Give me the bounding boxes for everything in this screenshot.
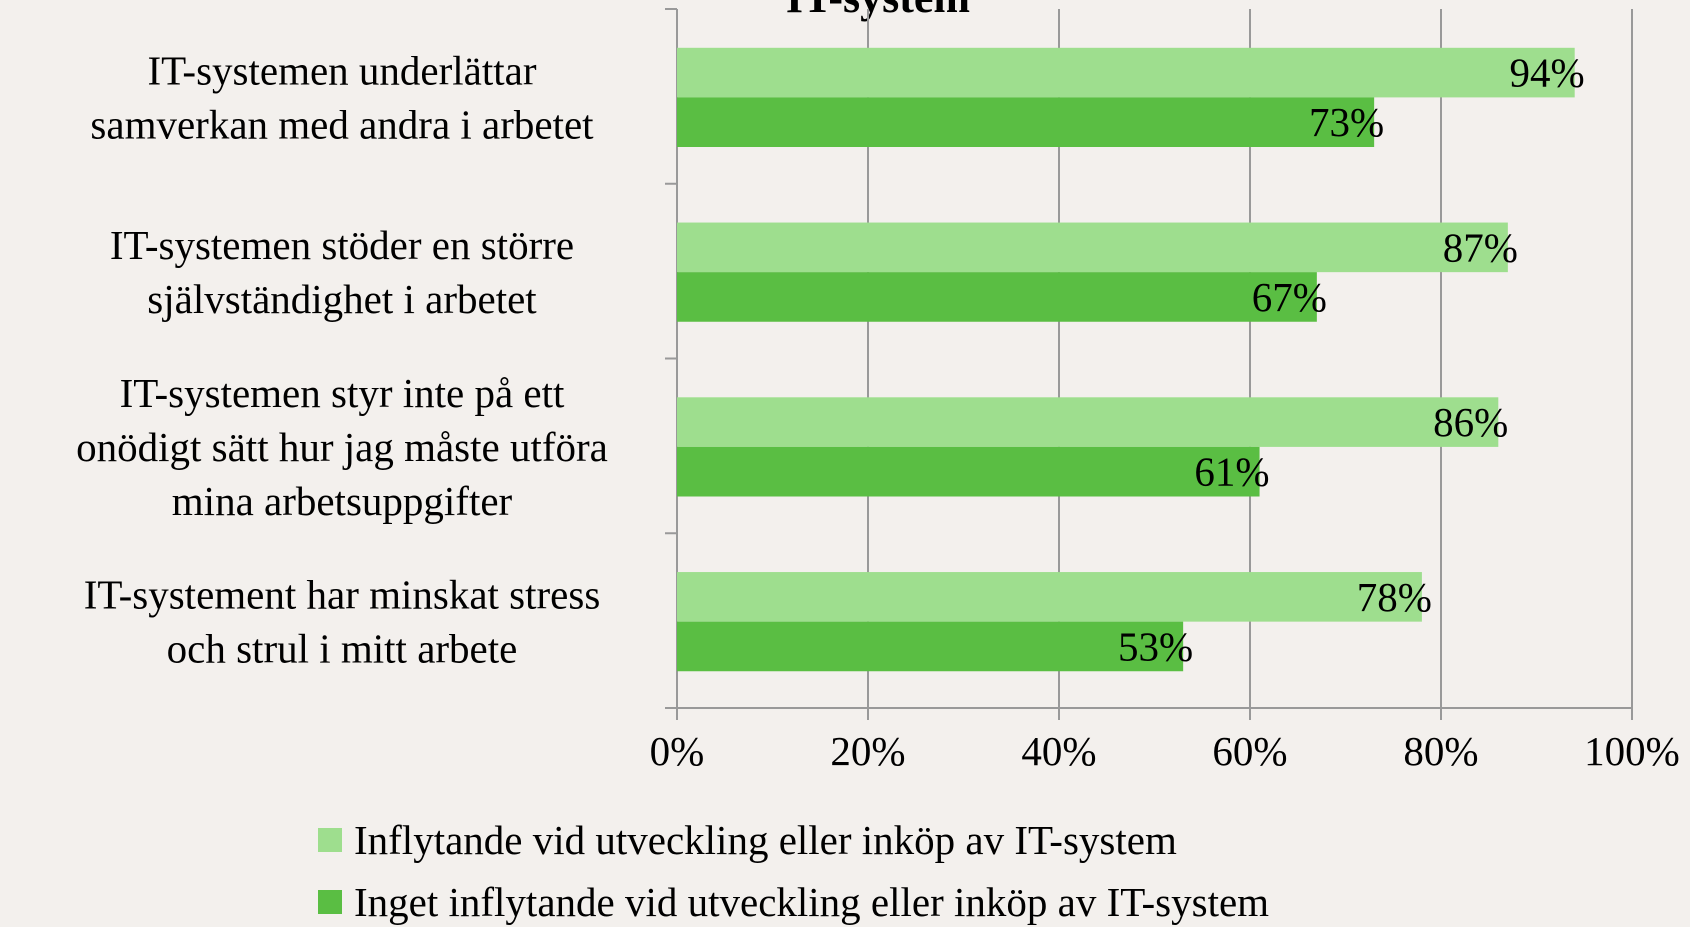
y-tick-label: självständighet i arbetet [147, 276, 537, 322]
chart-title: IT-system [786, 0, 970, 22]
bar [677, 47, 1575, 98]
legend-label: Inget inflytande vid utveckling eller in… [354, 879, 1269, 925]
x-tick-label: 0% [650, 728, 705, 774]
bar [677, 272, 1317, 322]
y-tick-label: mina arbetsuppgifter [172, 478, 513, 524]
data-label: 87% [1443, 224, 1518, 270]
legend-label: Inflytande vid utveckling eller inköp av… [354, 817, 1177, 863]
data-label: 73% [1309, 99, 1384, 145]
y-tick-label: och strul i mitt arbete [167, 626, 518, 672]
x-tick-label: 80% [1403, 728, 1478, 774]
data-label: 61% [1194, 449, 1269, 495]
bar [677, 621, 1184, 672]
legend-swatch [318, 890, 342, 914]
y-tick-label: IT-systemen underlättar [148, 47, 537, 93]
bar [677, 397, 1499, 447]
bar [677, 97, 1375, 147]
y-tick-label: IT-systemen styr inte på ett [120, 370, 565, 416]
x-tick-label: 60% [1212, 728, 1287, 774]
data-label: 78% [1357, 574, 1432, 620]
data-label: 94% [1510, 50, 1585, 96]
data-label: 86% [1433, 399, 1508, 445]
y-tick-label: onödigt sätt hur jag måste utföra [76, 424, 608, 470]
x-tick-label: 40% [1021, 728, 1096, 774]
data-label: 53% [1118, 623, 1193, 669]
legend-swatch [318, 828, 342, 852]
y-tick-label: IT-systemen stöder en större [110, 222, 574, 268]
bar [677, 572, 1422, 622]
bar [677, 222, 1508, 273]
bar [677, 446, 1260, 497]
y-tick-label: samverkan med andra i arbetet [90, 101, 594, 147]
y-tick-label: IT-systement har minskat stress [84, 572, 601, 618]
x-tick-label: 100% [1584, 728, 1680, 774]
data-label: 67% [1252, 274, 1327, 320]
x-tick-label: 20% [830, 728, 905, 774]
